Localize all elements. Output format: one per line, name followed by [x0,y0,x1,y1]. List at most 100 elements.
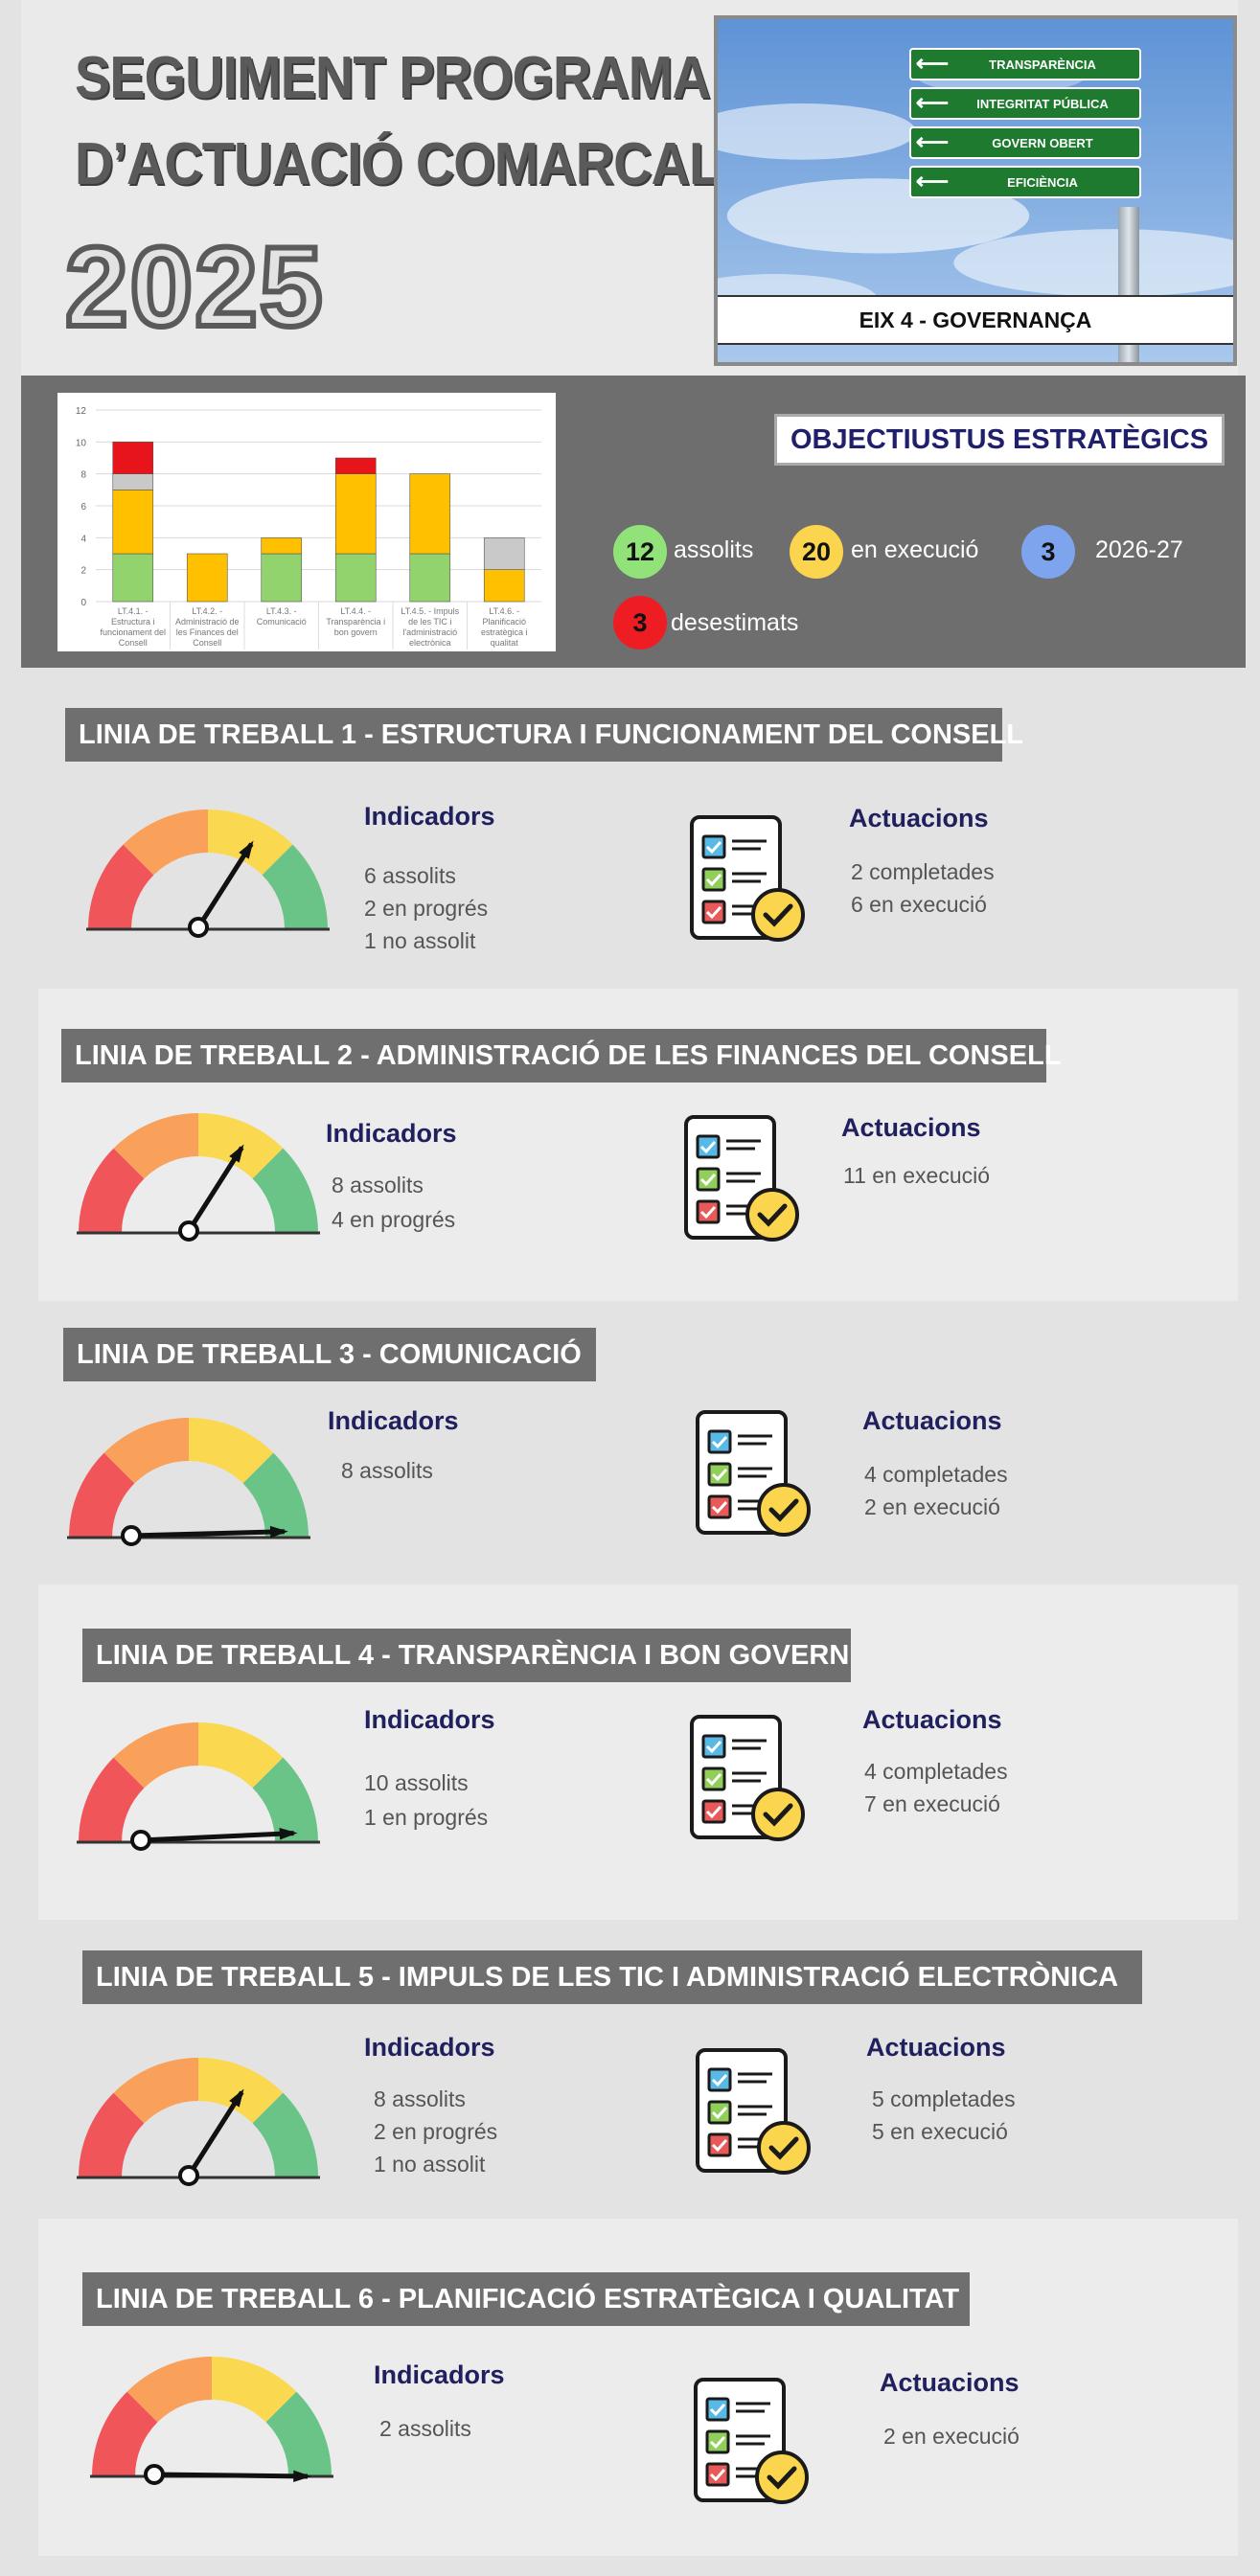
check-box [696,1167,721,1192]
indicators-heading: Indicadors [374,2360,505,2389]
actions-heading: Actuacions [866,2033,1006,2062]
x-tick-label: Planificació [482,617,526,627]
check-mark [711,2073,728,2087]
check-mark [711,1468,728,1482]
check-mark [705,840,722,855]
bar-segment [261,537,303,555]
page-title-line-2: D’ACTUACIÓ COMARCAL [75,131,722,197]
gauge-pivot [130,1830,151,1851]
check-badge [757,2121,811,2175]
indicator-stat: 8 assolits [332,1173,424,1197]
indicators-heading: Indicadors [364,1705,495,1734]
x-tick-label: funcionament del [100,627,166,637]
gauge-pivot [178,1220,199,1242]
gauge-needle [140,1831,294,1843]
indicator-stat: 2 en progrés [364,896,489,921]
checklist-icon [694,2378,809,2504]
bar-segment [112,490,154,555]
check-box [701,834,726,859]
check-badge-mark [763,903,793,927]
bar-segment [334,553,377,603]
gauge-icon [67,1418,310,1546]
gauge-segment [113,2058,198,2124]
check-box [701,867,726,892]
check-badge [751,1788,805,1841]
bar-segment [261,553,303,603]
y-tick-label: 8 [80,470,86,481]
check-mark [705,905,722,920]
action-stat: 5 completades [872,2086,1016,2111]
pill-label-desestimats: desestimats [671,609,799,636]
check-badge-mark [768,2136,799,2160]
x-tick-label: bon govern [334,627,378,637]
gauge-segment [252,1757,318,1842]
check-box [696,1199,721,1224]
actions-heading: Actuacions [880,2368,1019,2397]
gauge-segment [113,1722,198,1789]
indicators-heading: Indicadors [328,1406,459,1435]
check-mark [709,2403,726,2417]
check-box [701,900,726,924]
pill-label-en-execucio: en execució [851,536,979,563]
gauge-needle-tip [293,2470,311,2483]
indicator-stat: 10 assolits [364,1770,469,1795]
check-mark [705,1772,722,1787]
sign-eficiencia: ⟵ EFICIÈNCIA [909,166,1141,198]
arrow-left-icon: ⟵ [915,90,950,116]
gauge-segment [252,1148,318,1233]
gauge-segment [113,1113,198,1179]
x-tick-label: les Finances del [176,627,239,637]
gauge-icon [90,2357,333,2485]
indicator-stat: 8 assolits [341,1458,433,1483]
y-tick-label: 12 [76,406,87,417]
bar-segment [483,537,525,570]
x-tick-label: de les TIC i [408,617,451,627]
gauge-pivot [121,1525,142,1546]
gauge-needle-tip [269,1525,288,1539]
check-box [707,1429,732,1454]
gauge-segment [198,1722,284,1789]
indicator-stat: 1 en progrés [364,1805,489,1830]
gauge-segment [79,1757,145,1842]
indicators-heading: Indicadors [364,802,495,831]
gauge-needle-tip [279,1828,298,1840]
check-box [707,1494,732,1519]
pill-label-2026-27: 2026-27 [1095,536,1183,563]
gauge-icon [77,2058,320,2186]
indicator-stat: 2 en progrés [374,2119,498,2144]
action-stat: 2 en execució [864,1494,1000,1519]
action-stat: 7 en execució [864,1791,1000,1816]
pill-label-assolits: assolits [674,536,754,563]
gauge-needle [153,2472,309,2479]
gauge-icon [86,809,330,938]
x-tick-label: LT.4.3. - [266,606,297,616]
y-tick-label: 4 [80,534,86,544]
gauge-segment [92,2391,158,2476]
action-stat: 4 completades [864,1462,1008,1487]
bar-segment [409,473,451,555]
x-tick-label: Estructura i [111,617,155,627]
arrow-left-icon: ⟵ [915,129,950,155]
y-tick-label: 10 [76,438,87,448]
x-tick-label: l'administració [402,627,457,637]
indicators-heading: Indicadors [326,1119,457,1148]
x-tick-label: LT.4.5. - Impuls [401,606,459,616]
check-box [705,2429,730,2454]
checklist-icon [690,815,805,942]
gauge-needle [195,842,254,929]
check-mark [709,2468,726,2482]
check-mark [705,1805,722,1819]
gauge-segment [123,809,208,876]
check-box [701,1799,726,1824]
stacked-bar-chart: 0 2 4 6 8 10 12 LT.4.1. -Estructura ifuncioname… [76,406,541,650]
gauge-segment [189,1418,274,1484]
indicator-stat: 1 no assolit [374,2152,486,2177]
governance-photo: ⟵ TRANSPARÈNCIA ⟵ INTEGRITAT PÚBLICA ⟵ GOVE… [714,15,1237,366]
check-mark [705,873,722,887]
gauge-segment [79,2092,145,2177]
check-mark [709,2435,726,2450]
checklist-icon [696,2048,811,2175]
bar-segment [334,457,377,474]
x-tick-label: LT.4.1. - [118,606,149,616]
gauge-pivot [188,917,209,938]
